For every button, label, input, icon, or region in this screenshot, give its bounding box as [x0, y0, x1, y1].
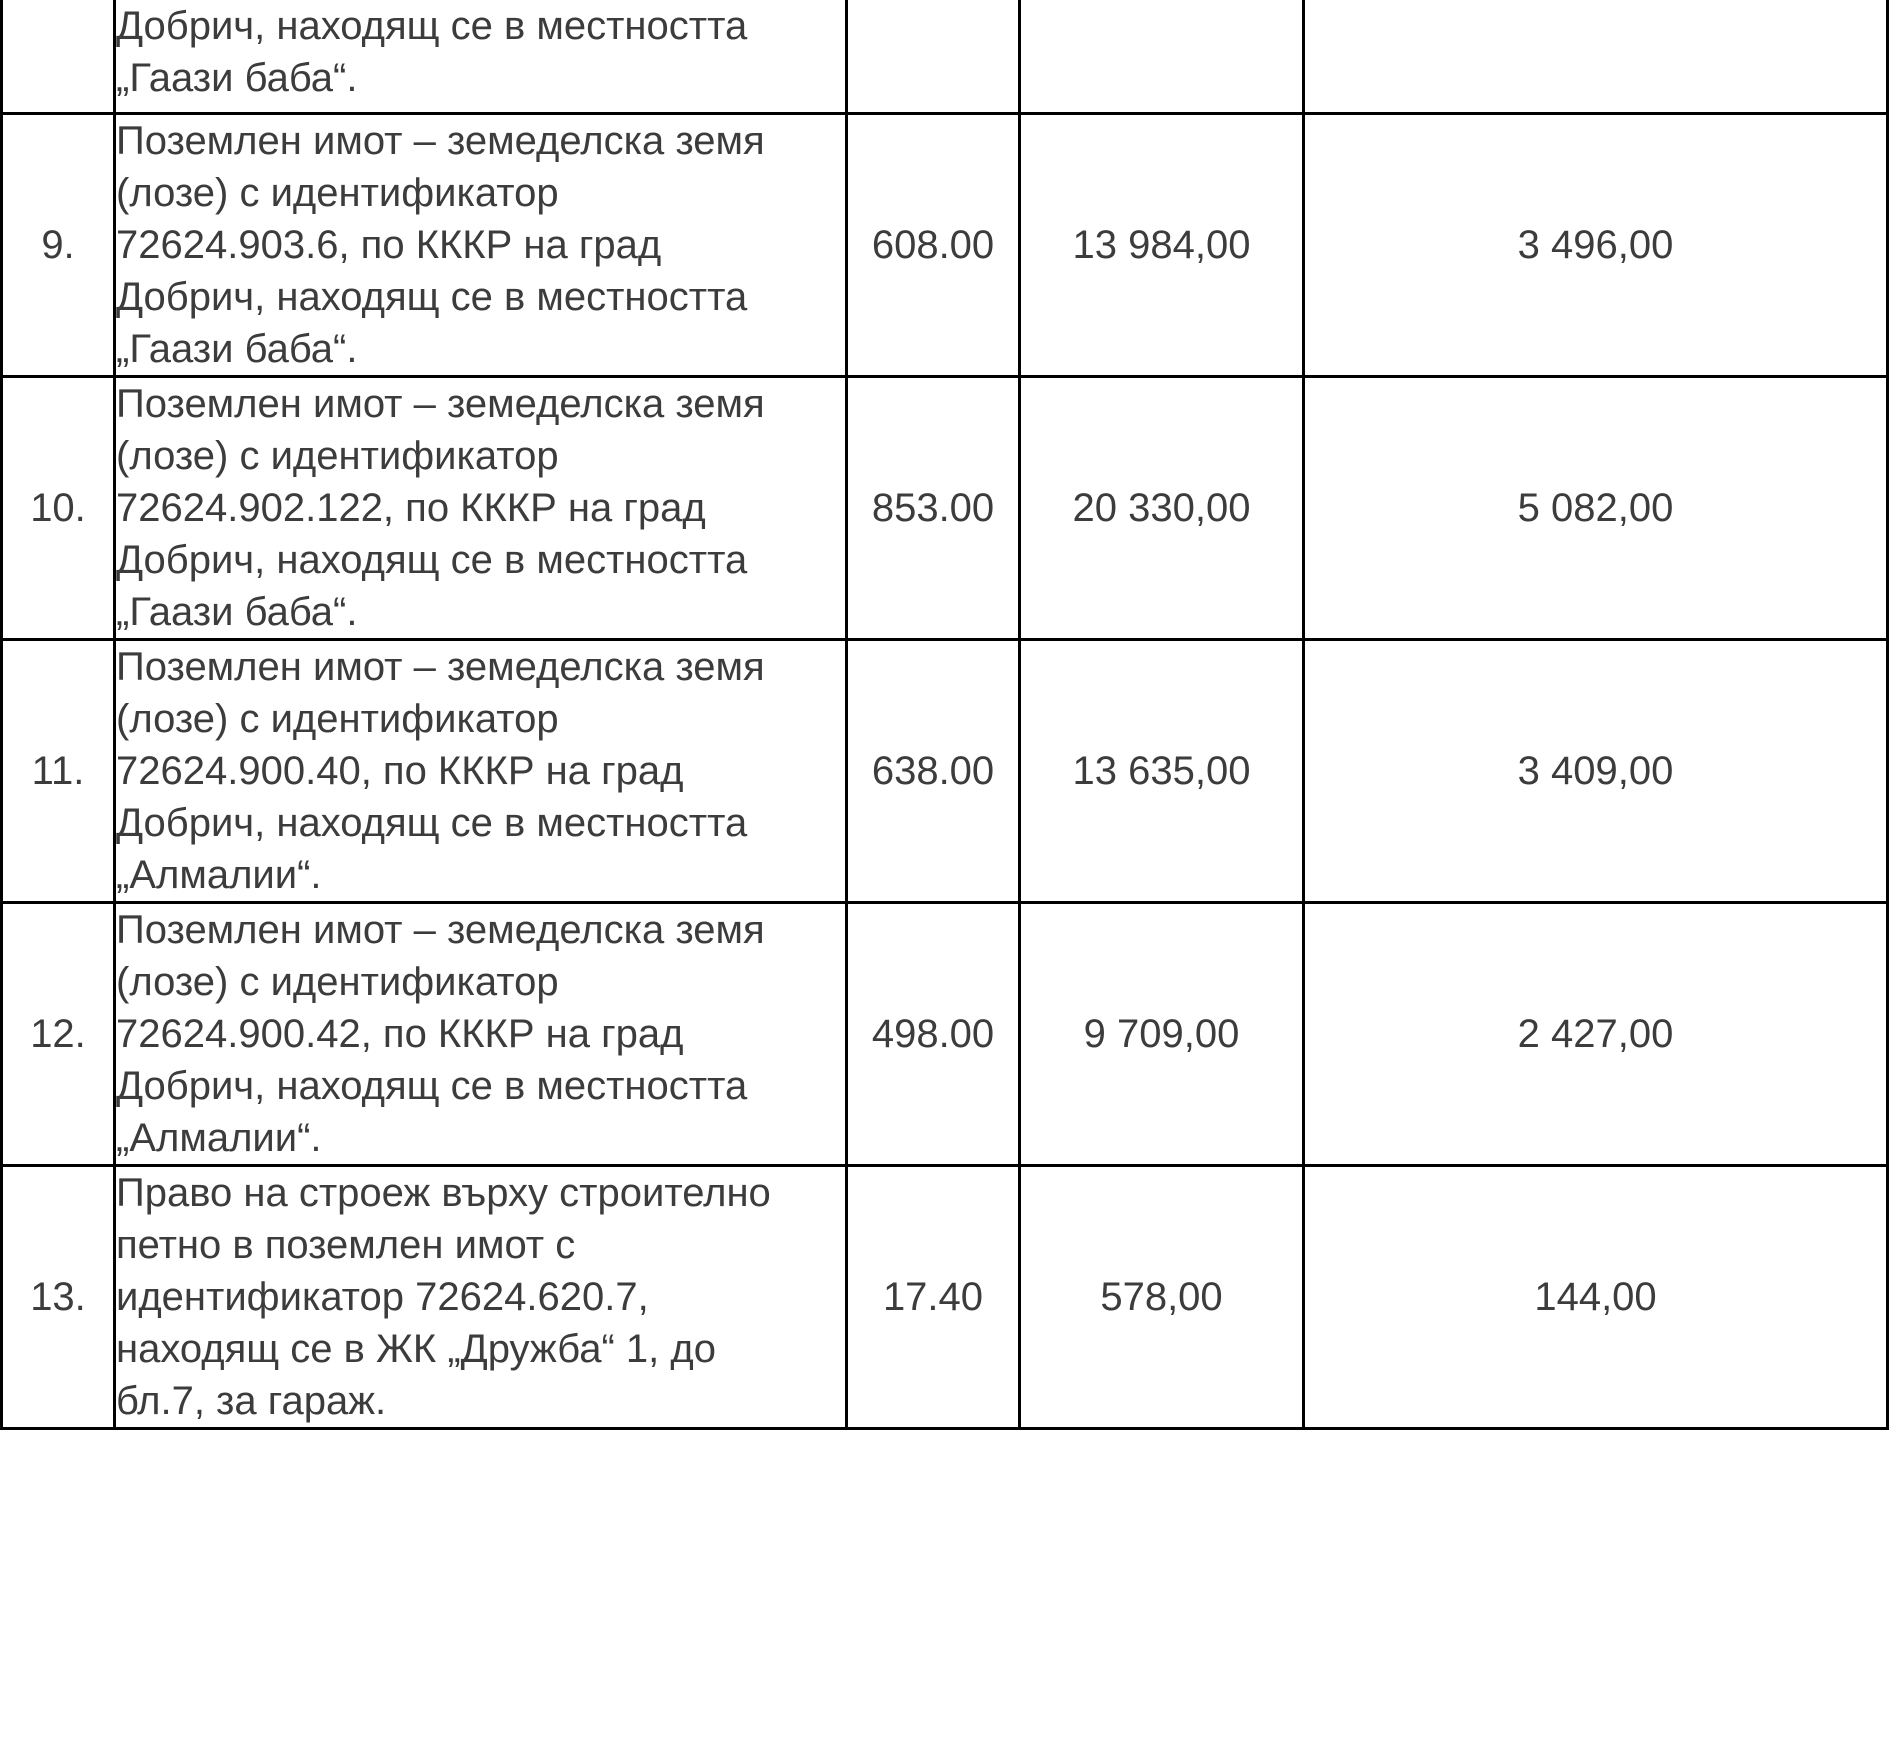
- row-value2-cell: 144,00: [1302, 1164, 1889, 1430]
- row-index-cell: [0, 0, 116, 115]
- table-row: 10. Поземлен имот – земеделска земя (лоз…: [0, 375, 1889, 641]
- row-value2-cell: 5 082,00: [1302, 375, 1889, 641]
- row-index-cell: 11.: [0, 638, 116, 904]
- property-table-body: Добрич, находящ се в местността „Гаази б…: [0, 0, 1889, 1430]
- row-area-cell: 853.00: [845, 375, 1021, 641]
- row-index-cell: 10.: [0, 375, 116, 641]
- row-value1-cell: [1018, 0, 1305, 115]
- row-area-cell: 608.00: [845, 112, 1021, 378]
- table-row: 9. Поземлен имот – земеделска земя (лозе…: [0, 112, 1889, 378]
- row-index-cell: 9.: [0, 112, 116, 378]
- row-area-cell: 638.00: [845, 638, 1021, 904]
- row-description-cell: Поземлен имот – земеделска земя (лозе) с…: [113, 375, 848, 641]
- row-area-cell: [845, 0, 1021, 115]
- row-value1-cell: 578,00: [1018, 1164, 1305, 1430]
- row-description-cell: Поземлен имот – земеделска земя (лозе) с…: [113, 901, 848, 1167]
- row-index-cell: 13.: [0, 1164, 116, 1430]
- row-description-cell: Поземлен имот – земеделска земя (лозе) с…: [113, 112, 848, 378]
- row-description-cell: Право на строеж върху строително петно в…: [113, 1164, 848, 1430]
- row-description-cell: Добрич, находящ се в местността „Гаази б…: [113, 0, 848, 115]
- row-value1-cell: 9 709,00: [1018, 901, 1305, 1167]
- row-area-cell: 498.00: [845, 901, 1021, 1167]
- row-area-cell: 17.40: [845, 1164, 1021, 1430]
- row-value1-cell: 20 330,00: [1018, 375, 1305, 641]
- row-value2-cell: [1302, 0, 1889, 115]
- row-value1-cell: 13 635,00: [1018, 638, 1305, 904]
- table-row: 12. Поземлен имот – земеделска земя (лоз…: [0, 901, 1889, 1167]
- table-row: 13. Право на строеж върху строително пет…: [0, 1164, 1889, 1430]
- row-value2-cell: 2 427,00: [1302, 901, 1889, 1167]
- row-value2-cell: 3 496,00: [1302, 112, 1889, 378]
- row-description-cell: Поземлен имот – земеделска земя (лозе) с…: [113, 638, 848, 904]
- table-row: 11. Поземлен имот – земеделска земя (лоз…: [0, 638, 1889, 904]
- property-table: Добрич, находящ се в местността „Гаази б…: [0, 0, 1889, 1430]
- row-value1-cell: 13 984,00: [1018, 112, 1305, 378]
- row-value2-cell: 3 409,00: [1302, 638, 1889, 904]
- row-index-cell: 12.: [0, 901, 116, 1167]
- table-row: Добрич, находящ се в местността „Гаази б…: [0, 0, 1889, 115]
